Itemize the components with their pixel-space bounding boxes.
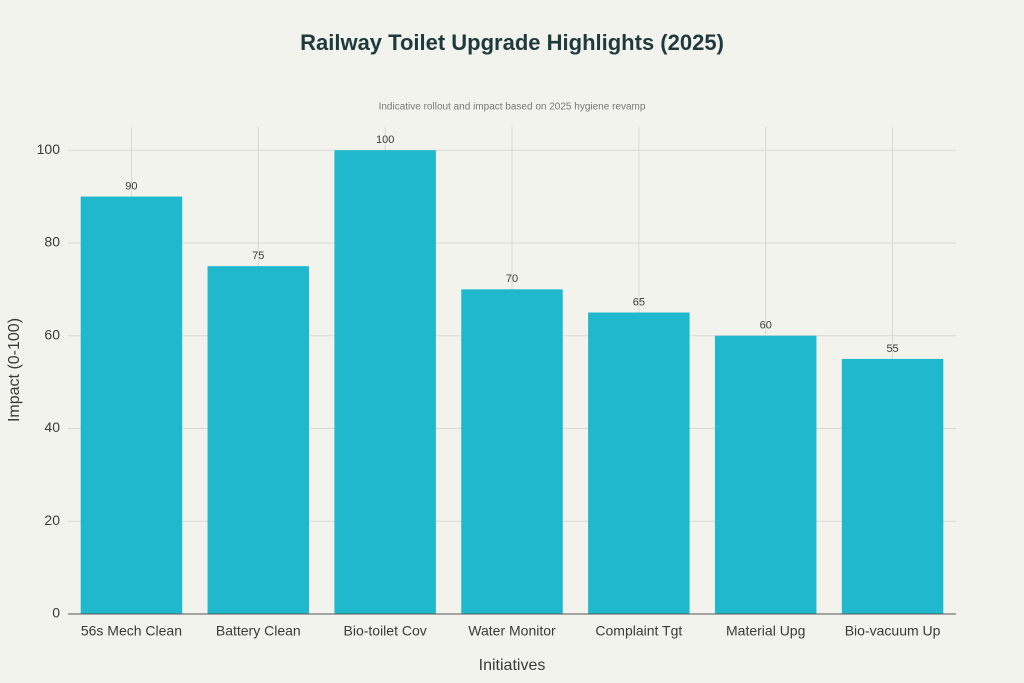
data-label: 55	[886, 343, 898, 355]
y-tick-label: 100	[37, 141, 61, 157]
x-tick-label: Material Upg	[726, 623, 805, 639]
x-tick-label: Battery Clean	[216, 623, 301, 639]
bar	[461, 289, 563, 614]
data-label: 90	[125, 180, 137, 192]
bar	[334, 150, 436, 614]
bar	[714, 335, 817, 614]
data-label: 60	[760, 320, 772, 332]
data-label: 100	[376, 134, 394, 146]
y-tick-label: 0	[52, 605, 60, 621]
data-label: 65	[633, 296, 645, 308]
bar	[588, 312, 690, 614]
data-label: 70	[506, 273, 518, 285]
x-axis-label: Initiatives	[479, 657, 546, 674]
x-tick-label: Complaint Tgt	[595, 623, 682, 639]
x-tick-label: Bio-toilet Cov	[344, 623, 427, 639]
y-tick-label: 40	[44, 419, 60, 435]
y-axis-label: Impact (0-100)	[6, 318, 23, 422]
x-tick-label: Bio-vacuum Up	[845, 623, 941, 639]
bar	[207, 266, 310, 614]
x-tick-label: Water Monitor	[468, 623, 556, 639]
bar	[80, 196, 183, 615]
x-tick-label: 56s Mech Clean	[81, 623, 182, 639]
chart-title: Railway Toilet Upgrade Highlights (2025)	[300, 30, 724, 55]
y-tick-label: 60	[44, 326, 60, 342]
chart-subtitle: Indicative rollout and impact based on 2…	[379, 102, 646, 113]
data-label: 75	[252, 250, 264, 262]
y-tick-label: 80	[44, 234, 60, 250]
bar	[841, 358, 944, 614]
y-tick-label: 20	[44, 512, 60, 528]
